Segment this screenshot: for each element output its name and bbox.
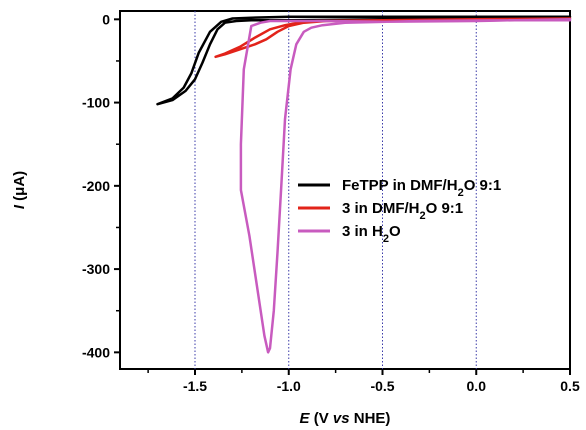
x-axis-label-reference: NHE) xyxy=(350,410,391,427)
y-axis-label: I (μA) xyxy=(11,171,28,209)
x-axis-label-variable: E xyxy=(300,410,311,427)
legend-label-3-dmf-tail: O 9:1 xyxy=(426,200,464,217)
x-tick-label: 0.5 xyxy=(560,378,580,394)
y-tick-label: 0 xyxy=(102,11,110,27)
legend-label-fetpp-main: FeTPP in DMF/H xyxy=(342,177,458,194)
y-tick-label: -400 xyxy=(82,344,110,360)
x-axis-label: E (V vs NHE) xyxy=(300,410,391,427)
legend-label-3-water-subscript: 2 xyxy=(383,233,389,245)
legend-label-3-dmf-main: 3 in DMF/H xyxy=(342,200,420,217)
legend-label-3-dmf-subscript: 2 xyxy=(420,210,426,222)
y-tick-label: -300 xyxy=(82,261,110,277)
y-axis-label-variable: I xyxy=(11,204,28,209)
x-axis-label-unit: (V xyxy=(310,410,333,427)
x-tick-label: 0.0 xyxy=(467,378,487,394)
x-tick-label: -0.5 xyxy=(370,378,394,394)
y-axis-label-unit: (μA) xyxy=(11,171,28,205)
x-axis-label-vs: vs xyxy=(333,410,350,427)
tick-group: -1.5 -1.0 -0.5 0.0 0.5 0 -100 -200 -300 -400 xyxy=(82,11,580,394)
series-group xyxy=(156,15,572,354)
legend-label-fetpp-subscript: 2 xyxy=(458,187,464,199)
y-tick-label: -200 xyxy=(82,178,110,194)
legend-label-3-water-tail: O xyxy=(389,223,401,240)
x-tick-label: -1.0 xyxy=(277,378,301,394)
series-fetpp-dmf-line xyxy=(156,15,572,106)
legend-label-3-water: 3 in H2O xyxy=(342,223,401,245)
series-3-water-line xyxy=(239,18,572,354)
legend-label-3-dmf: 3 in DMF/H2O 9:1 xyxy=(342,200,463,222)
x-tick-label: -1.5 xyxy=(183,378,207,394)
legend-label-fetpp: FeTPP in DMF/H2O 9:1 xyxy=(342,177,501,199)
legend-label-3-water-main: 3 in H xyxy=(342,223,383,240)
gridline-group xyxy=(194,11,477,369)
legend: FeTPP in DMF/H2O 9:1 3 in DMF/H2O 9:1 3 … xyxy=(298,177,501,245)
legend-label-fetpp-tail: O 9:1 xyxy=(464,177,502,194)
y-tick-label: -100 xyxy=(82,95,110,111)
